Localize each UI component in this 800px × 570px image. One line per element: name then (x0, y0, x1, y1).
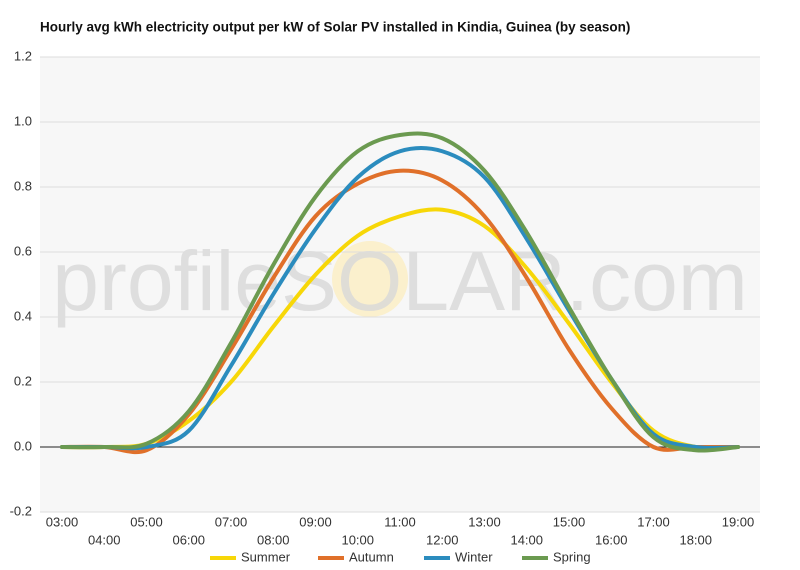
x-tick-label: 10:00 (341, 532, 374, 547)
y-tick-label: 0.4 (14, 308, 32, 323)
legend-label: Winter (455, 549, 493, 564)
y-tick-label: 0.8 (14, 178, 32, 193)
x-tick-label: 16:00 (595, 532, 628, 547)
x-tick-label: 17:00 (637, 514, 670, 529)
y-tick-label: 1.0 (14, 113, 32, 128)
series-line (60, 168, 740, 455)
watermark-sun (332, 241, 408, 317)
x-tick-label: 15:00 (553, 514, 586, 529)
y-tick-label: -0.2 (10, 503, 32, 518)
x-tick-label: 09:00 (299, 514, 332, 529)
series-line (60, 131, 740, 453)
x-tick-label: 03:00 (46, 514, 79, 529)
chart-title: Hourly avg kWh electricity output per kW… (40, 20, 630, 35)
y-tick-label: 1.2 (14, 48, 32, 63)
legend-label: Summer (241, 549, 291, 564)
y-tick-label: 0.6 (14, 243, 32, 258)
x-tick-label: 06:00 (172, 532, 205, 547)
y-tick-label: 0.0 (14, 438, 32, 453)
legend-label: Autumn (349, 549, 394, 564)
x-tick-label: 11:00 (384, 514, 416, 529)
x-tick-label: 05:00 (130, 514, 163, 529)
x-tick-label: 04:00 (88, 532, 121, 547)
x-tick-label: 07:00 (215, 514, 248, 529)
x-tick-label: 13:00 (468, 514, 501, 529)
watermark: profileSOLAR.com (52, 234, 748, 328)
x-tick-label: 19:00 (722, 514, 755, 529)
x-tick-label: 12:00 (426, 532, 459, 547)
x-tick-label: 14:00 (510, 532, 543, 547)
legend-label: Spring (553, 549, 591, 564)
y-tick-label: 0.2 (14, 373, 32, 388)
x-tick-label: 18:00 (679, 532, 712, 547)
x-tick-label: 08:00 (257, 532, 290, 547)
